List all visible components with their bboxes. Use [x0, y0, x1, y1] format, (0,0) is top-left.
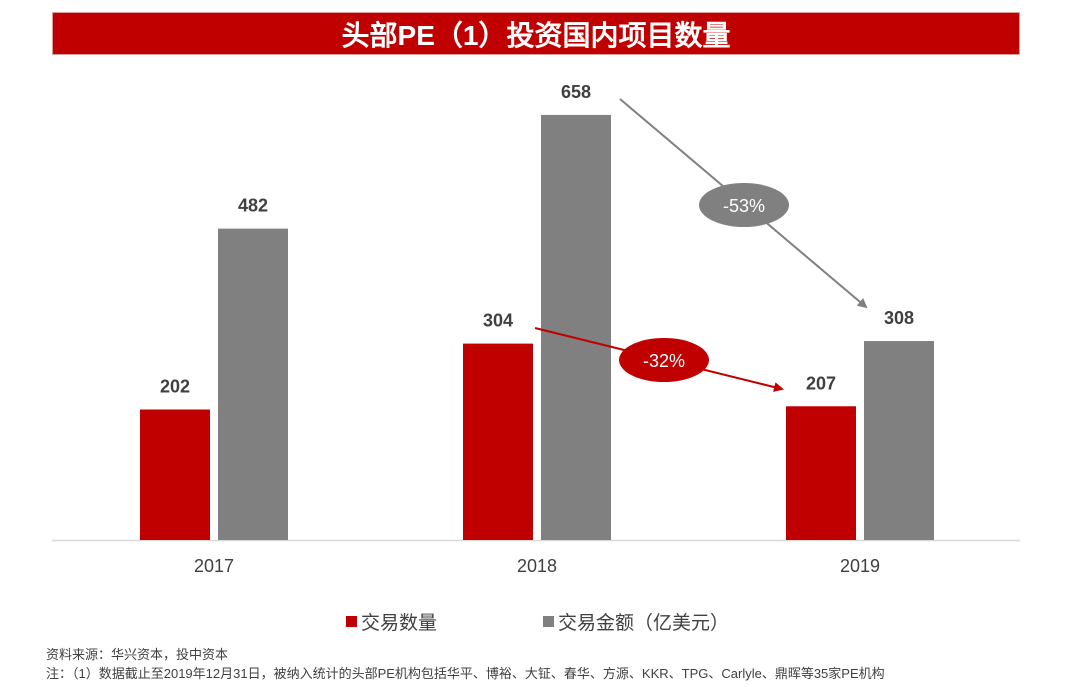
source-note: 资料来源：华兴资本，投中资本: [46, 647, 229, 662]
data-label: 482: [238, 196, 268, 216]
bar-amount-2017: [218, 228, 288, 541]
data-label: 207: [806, 373, 836, 393]
chart-title: 头部PE（1）投资国内项目数量: [341, 19, 731, 51]
x-tick-label: 2017: [194, 556, 234, 576]
bar-count-2017: [140, 409, 210, 540]
legend-label: 交易金额（亿美元）: [558, 613, 730, 634]
legend-swatch-gray: [543, 616, 554, 627]
change-label-count: -32%: [643, 351, 685, 371]
x-tick-label: 2019: [840, 556, 880, 576]
change-badge-amount: [699, 183, 789, 227]
x-tick-label: 2018: [517, 556, 557, 576]
bar-amount-2019: [864, 341, 934, 540]
change-label-amount: -53%: [723, 196, 765, 216]
data-label: 658: [561, 82, 591, 102]
change-badge-count: [619, 338, 709, 382]
title-bar: 头部PE（1）投资国内项目数量: [52, 12, 1020, 55]
bar-amount-2018: [541, 114, 611, 540]
legend-item-amount: 交易金额（亿美元）: [543, 608, 729, 635]
legend-item-count: 交易数量: [346, 608, 437, 635]
legend-label: 交易数量: [361, 613, 438, 634]
legend-swatch-red: [346, 616, 357, 627]
legend: 交易数量 交易金额（亿美元）: [0, 608, 1080, 634]
data-label: 202: [160, 377, 190, 397]
data-label: 304: [483, 311, 513, 331]
data-label: 308: [884, 308, 914, 328]
bar-chart: 202 482 304 658 207 308 2017 2018 2019 -53% -32%: [52, 82, 1020, 576]
bar-count-2018: [463, 343, 533, 540]
bar-count-2019: [786, 406, 856, 540]
footnote: 注：（1）数据截止至2019年12月31日，被纳入统计的头部PE机构包括华平、博…: [46, 666, 885, 681]
